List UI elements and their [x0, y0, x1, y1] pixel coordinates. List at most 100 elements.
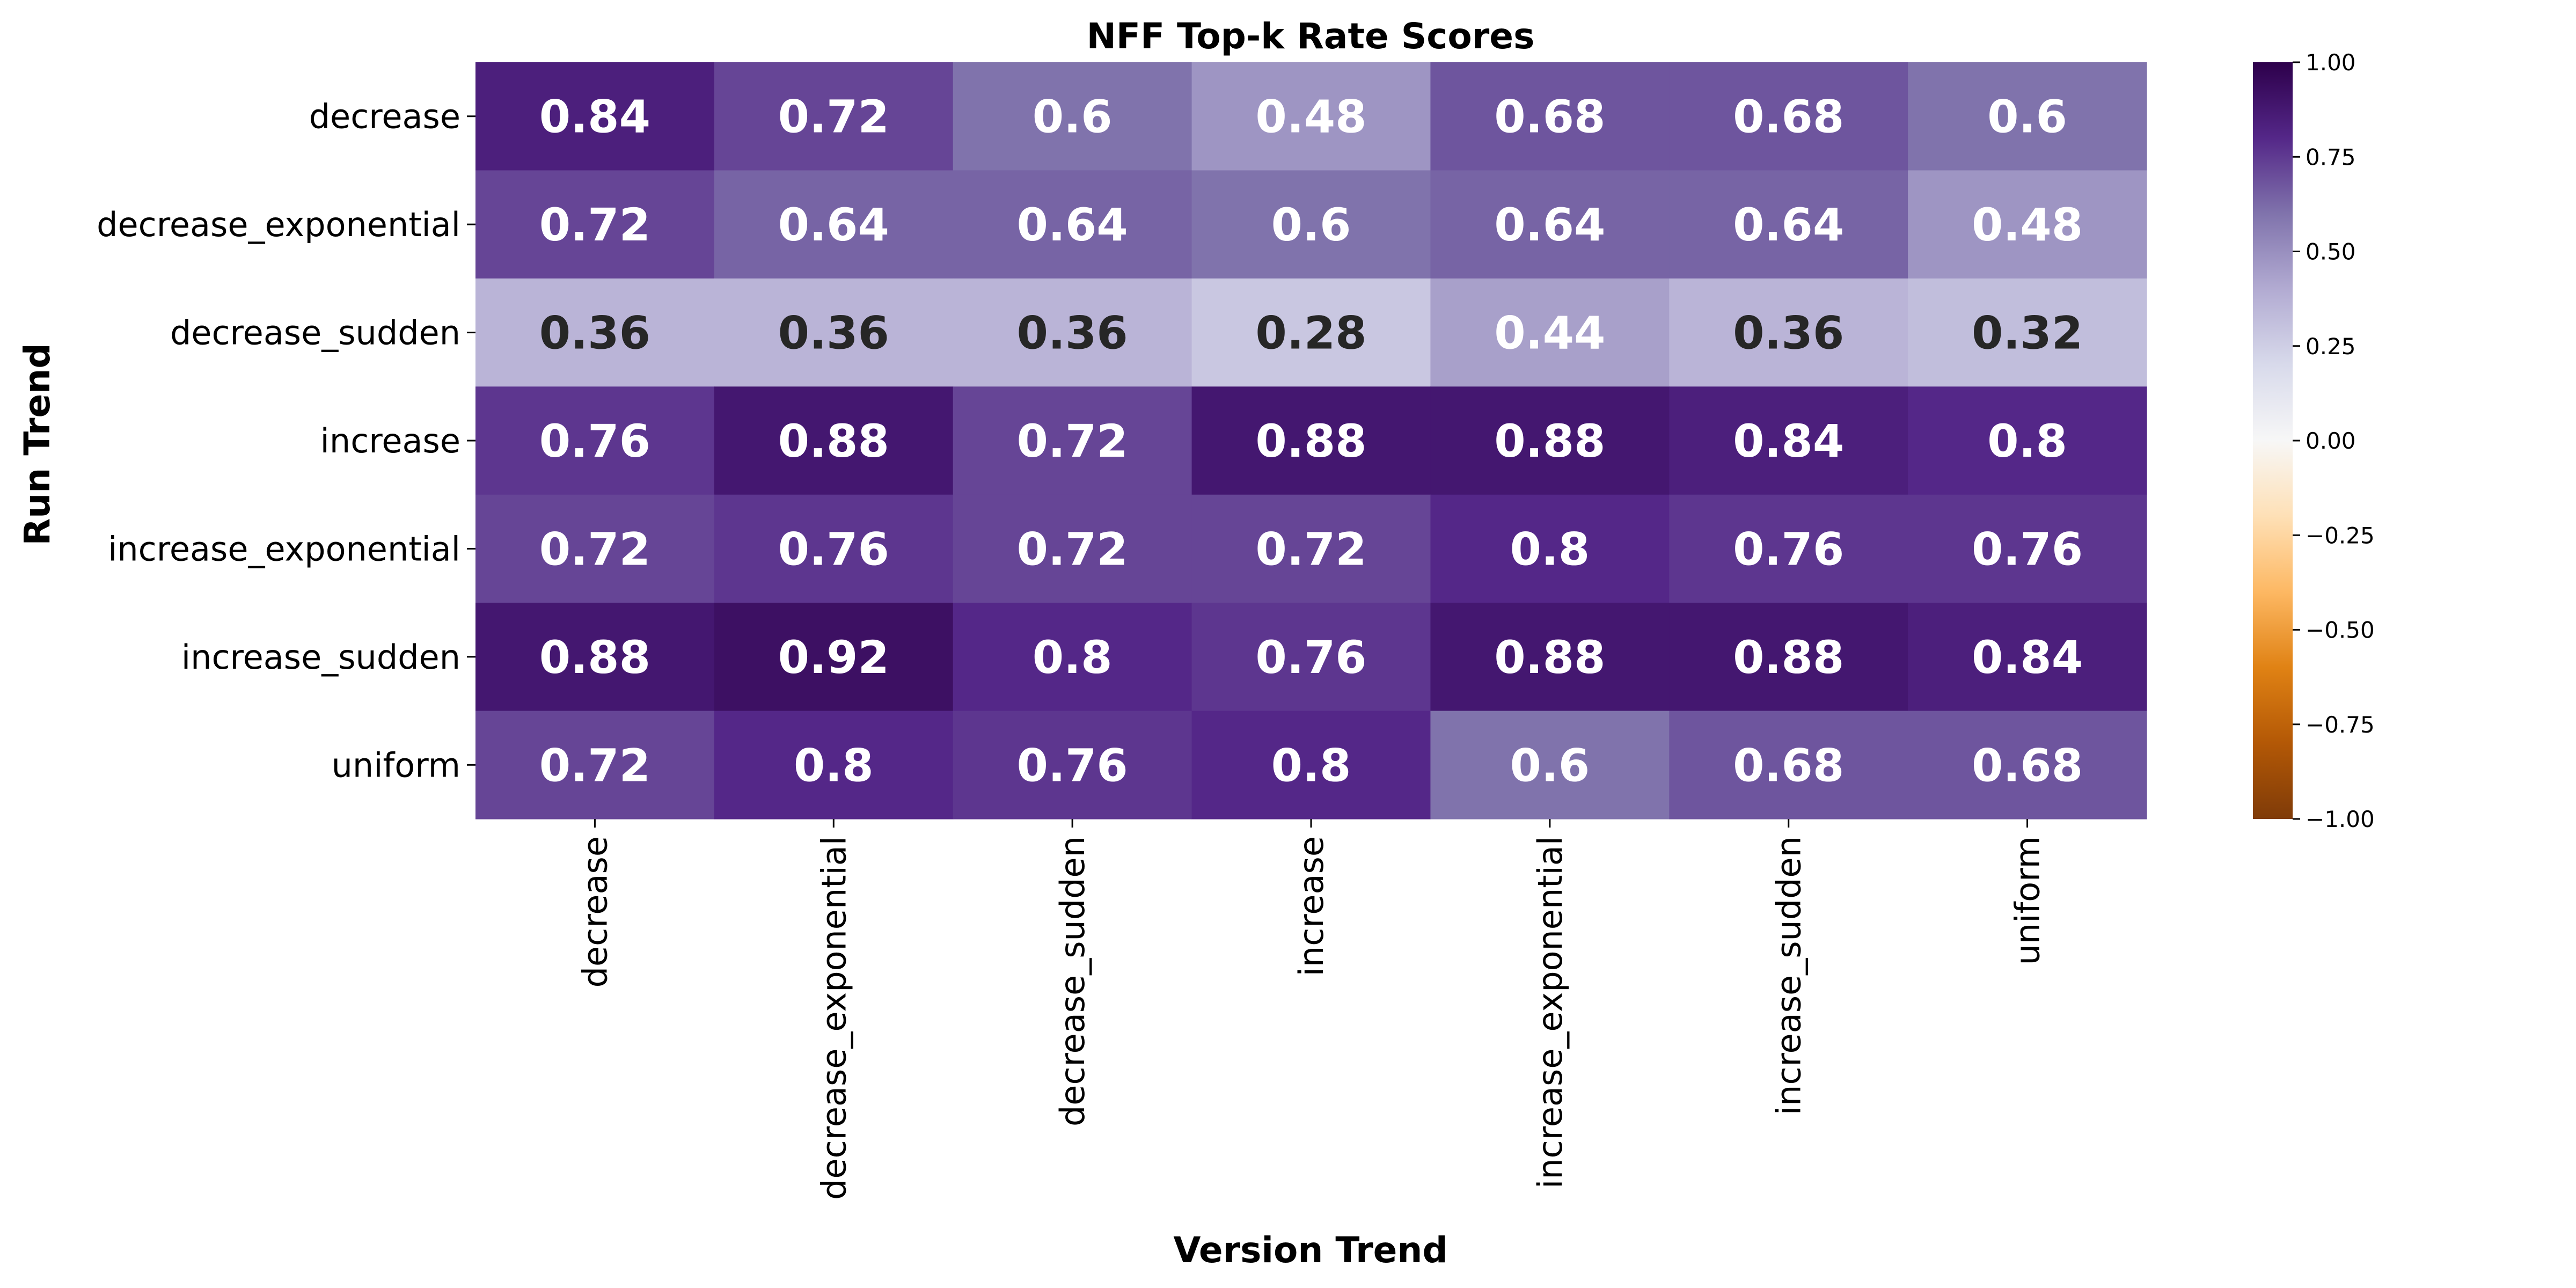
- colorbar: 1.00 0.75 0.50 0.25 0.00 −0.25 −0.50 −0.75 −1.00: [2253, 49, 2375, 832]
- cell-value-label: 0.6: [1510, 739, 1590, 792]
- cell-value-label: 0.8: [1510, 523, 1590, 575]
- x-tick-label: increase_exponential: [1531, 836, 1570, 1189]
- cell-value-label: 0.8: [1987, 415, 2067, 467]
- heatmap-cell: [1908, 278, 2147, 387]
- heatmap-cell: [1191, 494, 1431, 603]
- heatmap-cell: [1669, 278, 1908, 387]
- cell-value-label: 0.88: [1494, 631, 1605, 684]
- x-tick-label: decrease_exponential: [814, 836, 853, 1200]
- heatmap-cell: [1191, 603, 1431, 712]
- heatmap-cell: [953, 386, 1192, 495]
- colorbar-tick-label: −0.50: [2306, 617, 2375, 643]
- colorbar-tick-label: 0.50: [2306, 239, 2356, 265]
- x-tick-label: uniform: [2008, 836, 2047, 965]
- heatmap-cell: [1908, 711, 2147, 819]
- heatmap-cell: [1669, 603, 1908, 712]
- heatmap-cell: [1669, 170, 1908, 279]
- cell-value-label: 0.36: [539, 307, 650, 360]
- cell-value-label: 0.48: [1255, 91, 1366, 143]
- cell-value-label: 0.76: [1972, 523, 2083, 575]
- y-tick-label: increase: [320, 421, 460, 460]
- colorbar-tick-label: −0.75: [2306, 712, 2375, 738]
- cell-value-label: 0.64: [1494, 199, 1605, 251]
- cell-value-label: 0.48: [1972, 199, 2083, 251]
- heatmap-cell: [475, 711, 715, 819]
- heatmap-cell: [953, 62, 1192, 171]
- x-axis-ticks: decrease decrease_exponential decrease_sud…: [575, 819, 2047, 1200]
- heatmap-cell: [475, 494, 715, 603]
- heatmap-cell: [1191, 278, 1431, 387]
- cell-value-label: 0.64: [1017, 199, 1128, 251]
- heatmap-cell: [714, 386, 954, 495]
- heatmap-cell: [1908, 62, 2147, 171]
- cell-value-label: 0.76: [778, 523, 889, 575]
- heatmap-cell: [1669, 62, 1908, 171]
- cell-value-label: 0.32: [1972, 307, 2083, 360]
- heatmap-cell: [1669, 494, 1908, 603]
- x-axis-label: Version Trend: [1173, 1230, 1447, 1271]
- cell-value-label: 0.6: [1271, 199, 1351, 251]
- heatmap-cell: [1908, 386, 2147, 495]
- y-tick-label: decrease_sudden: [170, 313, 460, 353]
- colorbar-tick-label: −1.00: [2306, 806, 2375, 832]
- cell-value-label: 0.72: [1017, 523, 1128, 575]
- heatmap-cell: [1430, 170, 1670, 279]
- y-tick-label: decrease_exponential: [97, 205, 460, 244]
- cell-value-label: 0.92: [778, 631, 889, 684]
- heatmap-cell: [953, 603, 1192, 712]
- cell-value-label: 0.72: [539, 739, 650, 792]
- x-tick-label: decrease: [575, 836, 614, 987]
- heatmap-cell: [1669, 711, 1908, 819]
- heatmap-cell: [475, 278, 715, 387]
- heatmap-cells: 0.84 0.72 0.6 0.48 0.68 0.68 0.6 0.72 0.64 0.64 0.…: [475, 62, 2147, 819]
- cell-value-label: 0.6: [1987, 91, 2067, 143]
- colorbar-tick-label: 0.75: [2306, 144, 2356, 170]
- colorbar-tick-label: 0.00: [2306, 428, 2356, 454]
- heatmap-cell: [953, 494, 1192, 603]
- colorbar-gradient: [2253, 62, 2293, 819]
- cell-value-label: 0.72: [778, 91, 889, 143]
- y-tick-label: uniform: [332, 745, 460, 785]
- cell-value-label: 0.88: [1494, 415, 1605, 467]
- cell-value-label: 0.8: [1033, 631, 1113, 684]
- cell-value-label: 0.76: [1733, 523, 1844, 575]
- heatmap-cell: [714, 603, 954, 712]
- cell-value-label: 0.64: [778, 199, 889, 251]
- heatmap-cell: [1191, 62, 1431, 171]
- cell-value-label: 0.76: [1017, 739, 1128, 792]
- y-tick-label: increase_exponential: [108, 529, 460, 568]
- cell-value-label: 0.84: [1972, 631, 2083, 684]
- cell-value-label: 0.8: [1271, 739, 1351, 792]
- colorbar-tick-label: −0.25: [2306, 522, 2375, 548]
- heatmap-cell: [1430, 278, 1670, 387]
- heatmap-cell: [1908, 170, 2147, 279]
- heatmap-cell: [714, 278, 954, 387]
- heatmap-cell: [1908, 494, 2147, 603]
- cell-value-label: 0.72: [539, 199, 650, 251]
- cell-value-label: 0.88: [778, 415, 889, 467]
- cell-value-label: 0.84: [1733, 415, 1844, 467]
- y-tick-label: decrease: [309, 97, 460, 136]
- heatmap-cell: [953, 170, 1192, 279]
- cell-value-label: 0.72: [1017, 415, 1128, 467]
- cell-value-label: 0.36: [778, 307, 889, 360]
- heatmap-cell: [1908, 603, 2147, 712]
- heatmap-cell: [1430, 711, 1670, 819]
- cell-value-label: 0.84: [539, 91, 650, 143]
- heatmap-cell: [953, 278, 1192, 387]
- heatmap-cell: [475, 603, 715, 712]
- cell-value-label: 0.76: [1255, 631, 1366, 684]
- heatmap-cell: [1669, 386, 1908, 495]
- cell-value-label: 0.36: [1017, 307, 1128, 360]
- heatmap-cell: [1430, 494, 1670, 603]
- heatmap-cell: [1191, 711, 1431, 819]
- cell-value-label: 0.6: [1033, 91, 1113, 143]
- x-tick-label: decrease_sudden: [1053, 836, 1092, 1126]
- chart-title: NFF Top-k Rate Scores: [1087, 16, 1535, 57]
- cell-value-label: 0.44: [1494, 307, 1605, 360]
- x-tick-label: increase_sudden: [1769, 836, 1809, 1115]
- cell-value-label: 0.28: [1255, 307, 1366, 360]
- heatmap-cell: [1430, 62, 1670, 171]
- cell-value-label: 0.72: [539, 523, 650, 575]
